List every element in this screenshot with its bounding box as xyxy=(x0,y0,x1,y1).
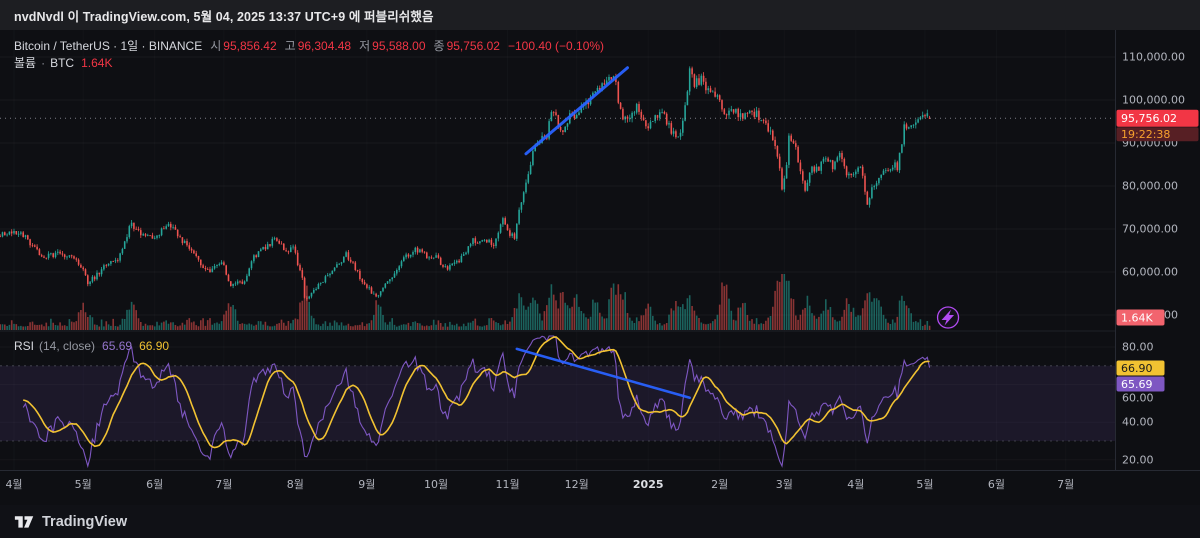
svg-text:4월: 4월 xyxy=(5,478,22,491)
svg-text:65.69: 65.69 xyxy=(1121,378,1153,391)
price-scale[interactable]: 110,000.00100,000.0090,000.0080,000.0070… xyxy=(1122,51,1185,322)
svg-text:60,000.00: 60,000.00 xyxy=(1122,266,1178,279)
trendline-price[interactable] xyxy=(524,66,629,156)
svg-text:110,000.00: 110,000.00 xyxy=(1122,51,1185,64)
footer: TradingView xyxy=(0,505,1200,538)
tradingview-logo-icon xyxy=(14,516,34,528)
chart-container[interactable]: 110,000.00 100,000.00 90,000.00 80,000.00 70… xyxy=(0,30,1200,505)
svg-text:3월: 3월 xyxy=(776,478,793,491)
rsi-ma-badge: 66.90 xyxy=(1116,360,1165,376)
tradingview-brand-text: TradingView xyxy=(42,513,128,530)
svg-text:8월: 8월 xyxy=(287,478,304,491)
rsi-scale[interactable]: 80.00 60.00 40.00 20.00 xyxy=(1122,341,1154,467)
rsi-ma-line xyxy=(22,336,930,449)
publish-info-bar: nvdNvdl 이 TradingView.com, 5월 04, 2025 1… xyxy=(0,0,1200,30)
svg-text:66.90: 66.90 xyxy=(1121,362,1153,375)
rsi-value-badge: 65.69 xyxy=(1116,376,1165,392)
svg-text:12월: 12월 xyxy=(565,478,589,491)
time-axis[interactable]: 4월 5월 6월 7월 8월 9월 10월 11월 12월 2025 2월 3월 4월 5월 6월 7월 xyxy=(5,478,1074,491)
svg-text:7월: 7월 xyxy=(1057,478,1074,491)
svg-text:2월: 2월 xyxy=(711,478,728,491)
countdown-badge: 19:22:38 xyxy=(1116,127,1199,142)
grid-lines xyxy=(0,56,1115,316)
svg-text:2025: 2025 xyxy=(633,478,664,491)
svg-text:20.00: 20.00 xyxy=(1122,453,1154,466)
svg-text:9월: 9월 xyxy=(358,478,375,491)
svg-text:5월: 5월 xyxy=(916,478,933,491)
rsi-band xyxy=(0,365,1115,442)
svg-text:10월: 10월 xyxy=(424,478,448,491)
publish-info-text: nvdNvdl 이 TradingView.com, 5월 04, 2025 1… xyxy=(14,9,434,24)
svg-text:60.00: 60.00 xyxy=(1122,392,1154,405)
tradingview-link[interactable]: TradingView xyxy=(14,511,127,532)
svg-text:5월: 5월 xyxy=(75,478,92,491)
svg-text:4월: 4월 xyxy=(847,478,864,491)
svg-text:100,000.00: 100,000.00 xyxy=(1122,94,1185,107)
svg-text:80,000.00: 80,000.00 xyxy=(1122,180,1178,193)
svg-text:70,000.00: 70,000.00 xyxy=(1122,223,1178,236)
svg-text:80.00: 80.00 xyxy=(1122,341,1154,354)
trendline-rsi[interactable] xyxy=(515,347,691,400)
svg-text:6월: 6월 xyxy=(988,478,1005,491)
lightning-event-icon[interactable] xyxy=(936,306,960,329)
volume-value-badge: 1.64K xyxy=(1116,309,1165,326)
svg-text:6월: 6월 xyxy=(146,478,163,491)
svg-text:1.64K: 1.64K xyxy=(1121,311,1153,324)
svg-text:11월: 11월 xyxy=(495,478,519,491)
candlestick-series xyxy=(0,66,931,301)
svg-text:7월: 7월 xyxy=(215,478,232,491)
svg-text:95,756.02: 95,756.02 xyxy=(1121,112,1177,125)
volume-series xyxy=(0,274,931,330)
current-price-badge: 95,756.02 xyxy=(1116,109,1199,127)
rsi-line xyxy=(22,335,931,469)
svg-text:19:22:38: 19:22:38 xyxy=(1121,128,1170,141)
svg-text:40.00: 40.00 xyxy=(1122,416,1154,429)
chart-canvas[interactable]: 110,000.00100,000.0090,000.0080,000.0070… xyxy=(0,30,1200,505)
